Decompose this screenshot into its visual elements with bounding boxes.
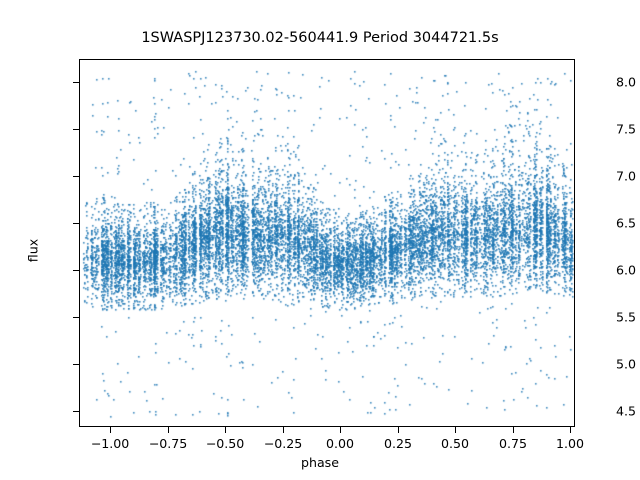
y-tick-mark [73, 317, 79, 318]
x-tick-mark [168, 427, 169, 433]
x-tick-mark [570, 427, 571, 433]
x-tick-mark [398, 427, 399, 433]
y-tick-label: 5.0 [615, 356, 636, 372]
y-tick-label: 7.0 [615, 168, 636, 184]
x-tick-mark [340, 427, 341, 433]
y-tick-mark [73, 364, 79, 365]
x-tick-mark [110, 427, 111, 433]
x-tick-mark [455, 427, 456, 433]
x-tick-label: 0.50 [440, 436, 470, 451]
plot-axes-area [79, 59, 575, 427]
x-tick-label: 0.75 [498, 436, 528, 451]
y-tick-mark [73, 270, 79, 271]
scatter-data-layer [80, 60, 574, 426]
y-tick-label: 8.0 [615, 74, 636, 90]
y-tick-label: 6.0 [615, 262, 636, 278]
y-tick-mark [73, 129, 79, 130]
x-tick-label: −0.75 [148, 436, 188, 451]
y-tick-label: 4.5 [615, 403, 636, 419]
y-tick-label: 6.5 [615, 215, 636, 231]
x-tick-label: −0.50 [205, 436, 245, 451]
y-tick-mark [73, 223, 79, 224]
x-tick-mark [513, 427, 514, 433]
y-axis-label: flux [25, 238, 41, 263]
x-tick-mark [283, 427, 284, 433]
x-tick-label: 0.25 [383, 436, 413, 451]
y-tick-label: 7.5 [615, 121, 636, 137]
y-tick-mark [73, 176, 79, 177]
x-tick-label: 1.00 [555, 436, 585, 451]
x-tick-label: −1.00 [90, 436, 130, 451]
plot-title: 1SWASPJ123730.02-560441.9 Period 3044721… [141, 30, 499, 46]
y-tick-mark [73, 82, 79, 83]
x-tick-label: −0.25 [263, 436, 303, 451]
y-tick-mark [73, 411, 79, 412]
x-tick-mark [225, 427, 226, 433]
x-axis-label: phase [300, 455, 339, 470]
x-tick-label: 0.00 [325, 436, 355, 451]
y-tick-label: 5.5 [615, 309, 636, 325]
